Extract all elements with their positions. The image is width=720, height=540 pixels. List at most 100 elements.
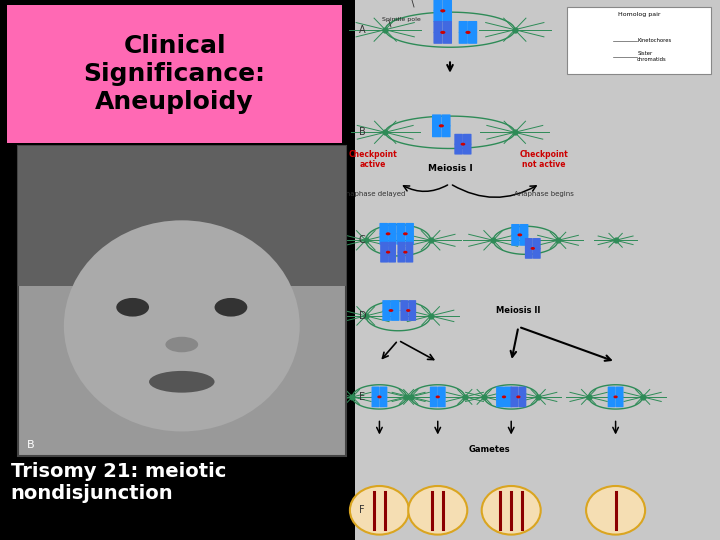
FancyBboxPatch shape	[388, 223, 397, 234]
FancyBboxPatch shape	[463, 134, 472, 145]
Ellipse shape	[386, 232, 390, 235]
FancyBboxPatch shape	[405, 252, 413, 262]
FancyBboxPatch shape	[613, 48, 621, 63]
Text: C: C	[359, 235, 365, 245]
FancyBboxPatch shape	[589, 48, 598, 63]
FancyBboxPatch shape	[459, 32, 468, 44]
Text: Anaphase begins: Anaphase begins	[513, 191, 574, 197]
FancyBboxPatch shape	[432, 125, 441, 137]
FancyBboxPatch shape	[616, 387, 624, 397]
FancyBboxPatch shape	[391, 300, 400, 311]
Ellipse shape	[595, 46, 600, 51]
FancyBboxPatch shape	[567, 7, 711, 74]
FancyBboxPatch shape	[441, 114, 451, 126]
Ellipse shape	[149, 371, 215, 393]
FancyBboxPatch shape	[438, 396, 446, 407]
FancyBboxPatch shape	[525, 238, 533, 249]
Ellipse shape	[586, 486, 645, 535]
FancyBboxPatch shape	[430, 387, 438, 397]
Ellipse shape	[166, 337, 198, 352]
FancyBboxPatch shape	[397, 252, 405, 262]
Ellipse shape	[350, 486, 409, 535]
FancyBboxPatch shape	[504, 387, 512, 397]
FancyBboxPatch shape	[397, 223, 405, 234]
FancyBboxPatch shape	[518, 387, 526, 397]
FancyBboxPatch shape	[463, 144, 472, 154]
Text: B: B	[27, 440, 35, 450]
FancyBboxPatch shape	[510, 387, 518, 397]
FancyBboxPatch shape	[616, 396, 624, 407]
FancyBboxPatch shape	[388, 242, 396, 253]
Ellipse shape	[516, 395, 521, 399]
FancyBboxPatch shape	[397, 242, 405, 253]
FancyBboxPatch shape	[520, 224, 528, 235]
FancyBboxPatch shape	[520, 234, 528, 246]
FancyBboxPatch shape	[405, 242, 413, 253]
FancyBboxPatch shape	[459, 21, 468, 33]
FancyBboxPatch shape	[400, 300, 408, 311]
Text: A: A	[359, 25, 365, 35]
FancyBboxPatch shape	[496, 396, 504, 407]
FancyBboxPatch shape	[379, 396, 387, 407]
FancyBboxPatch shape	[438, 387, 446, 397]
Ellipse shape	[440, 9, 446, 12]
Ellipse shape	[116, 298, 149, 316]
FancyBboxPatch shape	[606, 48, 613, 63]
Text: Checkpoint
not active: Checkpoint not active	[519, 150, 568, 169]
Text: Gametes: Gametes	[469, 446, 510, 455]
FancyBboxPatch shape	[18, 146, 346, 456]
Ellipse shape	[408, 486, 467, 535]
FancyBboxPatch shape	[511, 234, 520, 246]
FancyBboxPatch shape	[379, 223, 388, 234]
FancyBboxPatch shape	[525, 248, 533, 259]
FancyBboxPatch shape	[608, 387, 616, 397]
FancyBboxPatch shape	[380, 252, 388, 262]
Ellipse shape	[465, 31, 471, 34]
Ellipse shape	[531, 247, 535, 250]
FancyBboxPatch shape	[443, 10, 452, 22]
FancyBboxPatch shape	[443, 32, 452, 44]
Text: Trisomy 21: meiotic
nondisjunction: Trisomy 21: meiotic nondisjunction	[11, 462, 226, 503]
Ellipse shape	[436, 395, 440, 399]
FancyBboxPatch shape	[18, 146, 346, 286]
Text: Checkpoint
active: Checkpoint active	[348, 150, 397, 169]
Text: F: F	[359, 505, 364, 515]
FancyBboxPatch shape	[433, 10, 443, 22]
FancyBboxPatch shape	[397, 233, 405, 245]
Text: Spindle pole: Spindle pole	[382, 17, 420, 23]
Text: D: D	[359, 311, 366, 321]
FancyBboxPatch shape	[372, 396, 379, 407]
FancyBboxPatch shape	[496, 387, 504, 397]
FancyBboxPatch shape	[433, 21, 443, 33]
FancyBboxPatch shape	[443, 0, 452, 11]
Text: B: B	[359, 127, 365, 137]
Ellipse shape	[440, 31, 446, 34]
FancyBboxPatch shape	[533, 238, 541, 249]
FancyBboxPatch shape	[468, 21, 477, 33]
FancyBboxPatch shape	[432, 114, 441, 126]
FancyBboxPatch shape	[433, 0, 443, 11]
FancyBboxPatch shape	[443, 21, 452, 33]
FancyBboxPatch shape	[430, 396, 438, 407]
FancyBboxPatch shape	[391, 310, 400, 321]
FancyBboxPatch shape	[405, 233, 414, 245]
FancyBboxPatch shape	[606, 34, 613, 49]
FancyBboxPatch shape	[388, 252, 396, 262]
FancyBboxPatch shape	[400, 310, 408, 321]
Ellipse shape	[403, 251, 408, 254]
Text: Kinetochores: Kinetochores	[637, 38, 672, 43]
FancyBboxPatch shape	[468, 32, 477, 44]
Ellipse shape	[389, 309, 393, 312]
FancyBboxPatch shape	[613, 34, 621, 49]
Ellipse shape	[461, 143, 465, 146]
Ellipse shape	[386, 251, 390, 254]
Ellipse shape	[482, 486, 541, 535]
Ellipse shape	[64, 220, 300, 431]
FancyBboxPatch shape	[379, 233, 388, 245]
Ellipse shape	[215, 298, 248, 316]
FancyBboxPatch shape	[511, 224, 520, 235]
FancyBboxPatch shape	[7, 5, 342, 143]
FancyBboxPatch shape	[408, 300, 416, 311]
Text: Clinical
Significance:
Aneuploidy: Clinical Significance: Aneuploidy	[84, 35, 266, 114]
FancyBboxPatch shape	[454, 144, 463, 154]
